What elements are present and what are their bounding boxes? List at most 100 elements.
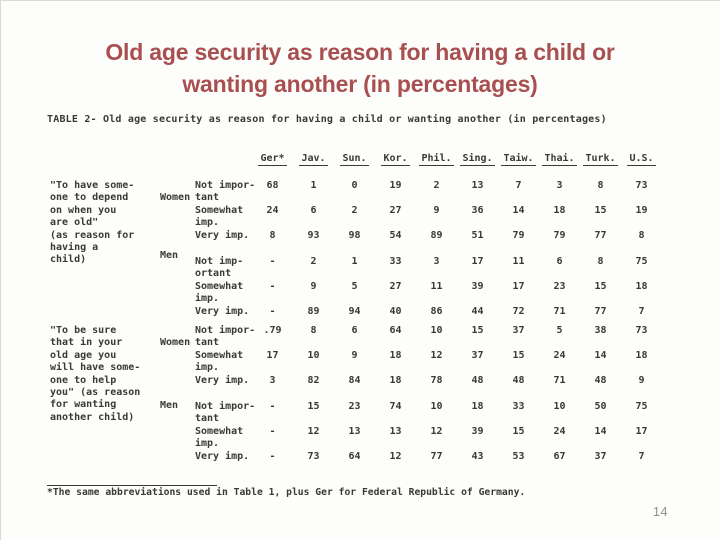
table-cell: 44 (471, 306, 484, 317)
table-cell: 27 (389, 205, 402, 216)
table-cell: 8 (310, 325, 317, 336)
gender-label: Men (160, 400, 179, 411)
table-footnote: *The same abbreviations used in Table 1,… (47, 487, 526, 498)
column-header-label: Ger* (258, 153, 287, 166)
table-cell: 9 (351, 350, 358, 361)
table-row: Very imp. 8 93 98 54 89 51 79 79 77 8 (195, 230, 662, 255)
table-cell: 0 (351, 180, 358, 191)
question-text: "To be sure that in your old age you will h… (50, 325, 195, 424)
question-line: (as reason for (50, 229, 135, 241)
question-line: "To have some- (50, 180, 135, 191)
table-cell: 12 (307, 426, 320, 437)
column-header-label: Sun. (340, 153, 369, 166)
column-header: Sing. (457, 153, 498, 166)
table-cell: 10 (430, 401, 443, 412)
table-cell: 7 (515, 180, 522, 191)
row-label-line: imp. (195, 293, 220, 305)
table-cell: 19 (389, 180, 402, 191)
row-label: Not impor-tant (195, 325, 256, 349)
table-cell: 48 (471, 375, 484, 386)
table-row: Not impor-tant .79 8 6 64 10 15 37 5 38 73 (195, 325, 662, 350)
table-cell: 17 (512, 281, 525, 292)
table-cell: 11 (512, 256, 525, 267)
column-header-label: Thai. (542, 153, 577, 166)
table-cell: 98 (348, 230, 361, 241)
column-header-label: Taiw. (501, 153, 536, 166)
table-cell: 13 (348, 426, 361, 437)
row-label: Not impor-tant (195, 180, 256, 204)
slide-title: Old age security as reason for having a … (0, 36, 720, 100)
table-cell: 54 (389, 230, 402, 241)
table-cell: 15 (512, 350, 525, 361)
table-row: Somewhat imp. - 12 13 13 12 39 15 24 14 17 (195, 426, 662, 451)
row-label-line: Very imp. (195, 306, 250, 317)
table-cell: 10 (553, 401, 566, 412)
table-cell: .79 (263, 325, 282, 336)
table-row: Somewhat imp. - 9 5 27 11 39 17 23 15 18 (195, 281, 662, 306)
table-row: Not impor-tant - 15 23 74 10 18 33 10 50 75 (195, 401, 662, 426)
table-cell: 17 (266, 350, 279, 361)
question-text: "To have some-one to depend on when you ar… (50, 180, 195, 267)
table-cell: 23 (348, 401, 361, 412)
table-cell: 12 (430, 350, 443, 361)
table-cell: 89 (430, 230, 443, 241)
gender-label: Women (160, 337, 191, 348)
row-label: Very imp. (195, 230, 252, 242)
table-cell: 8 (269, 230, 276, 241)
table-cell: 64 (389, 325, 402, 336)
row-label-line: Somewhat (195, 205, 244, 216)
table-cell: 6 (310, 205, 317, 216)
table-cell: 39 (471, 281, 484, 292)
column-header-label: Kor. (381, 153, 410, 166)
row-label-line: Not impor- (195, 325, 256, 336)
question-line: on when you (50, 204, 117, 216)
row-label: Somewhat imp. (195, 205, 252, 229)
gender-label: Men (160, 250, 179, 261)
table-cell: 38 (594, 325, 607, 336)
table-cell: 77 (430, 451, 443, 462)
question-line: one to help (50, 374, 117, 386)
table-cell: 10 (430, 325, 443, 336)
table-cell: - (269, 281, 276, 292)
table-cell: 5 (351, 281, 358, 292)
table-cell: 9 (638, 375, 645, 386)
table-cell: 23 (553, 281, 566, 292)
table-cell: 3 (433, 256, 440, 267)
question-line: you" (as reason (50, 387, 141, 399)
table-cell: 75 (635, 256, 648, 267)
question-line: for wanting (50, 399, 117, 411)
table-cell: 73 (635, 325, 648, 336)
row-label: Very imp. (195, 306, 252, 318)
table-cell: 77 (594, 230, 607, 241)
row-label-line: tant (195, 413, 220, 425)
table-cell: 74 (389, 401, 402, 412)
table-cell: 17 (471, 256, 484, 267)
table-cell: 12 (389, 451, 402, 462)
table-cell: 48 (594, 375, 607, 386)
question-line: old age you (50, 349, 117, 361)
table-cell: 15 (307, 401, 320, 412)
table-cell: 48 (512, 375, 525, 386)
table-rows: Not impor-tant 68 1 0 19 2 13 7 3 8 73 Somewhat imp.… (195, 180, 662, 331)
table-cell: - (269, 426, 276, 437)
table-cell: 18 (635, 350, 648, 361)
table-cell: 72 (512, 306, 525, 317)
question-line: will have some- (50, 362, 141, 374)
table-cell: 2 (351, 205, 358, 216)
table-cell: 8 (597, 180, 604, 191)
row-label-line: tant (195, 337, 220, 349)
table-cell: 13 (389, 426, 402, 437)
row-label: Somewhat imp. (195, 350, 252, 374)
table-cell: 24 (553, 426, 566, 437)
table-cell: 64 (348, 451, 361, 462)
column-header: Taiw. (498, 153, 539, 166)
table-cell: 77 (594, 306, 607, 317)
question-line: one to depend (50, 192, 129, 204)
table-cell: 8 (638, 230, 645, 241)
row-label-line: Not impor- (195, 180, 256, 191)
table-row: Not impor-tant 68 1 0 19 2 13 7 3 8 73 (195, 180, 662, 205)
table-cell: 15 (594, 281, 607, 292)
table-cell: 73 (635, 180, 648, 191)
table-cell: 73 (307, 451, 320, 462)
